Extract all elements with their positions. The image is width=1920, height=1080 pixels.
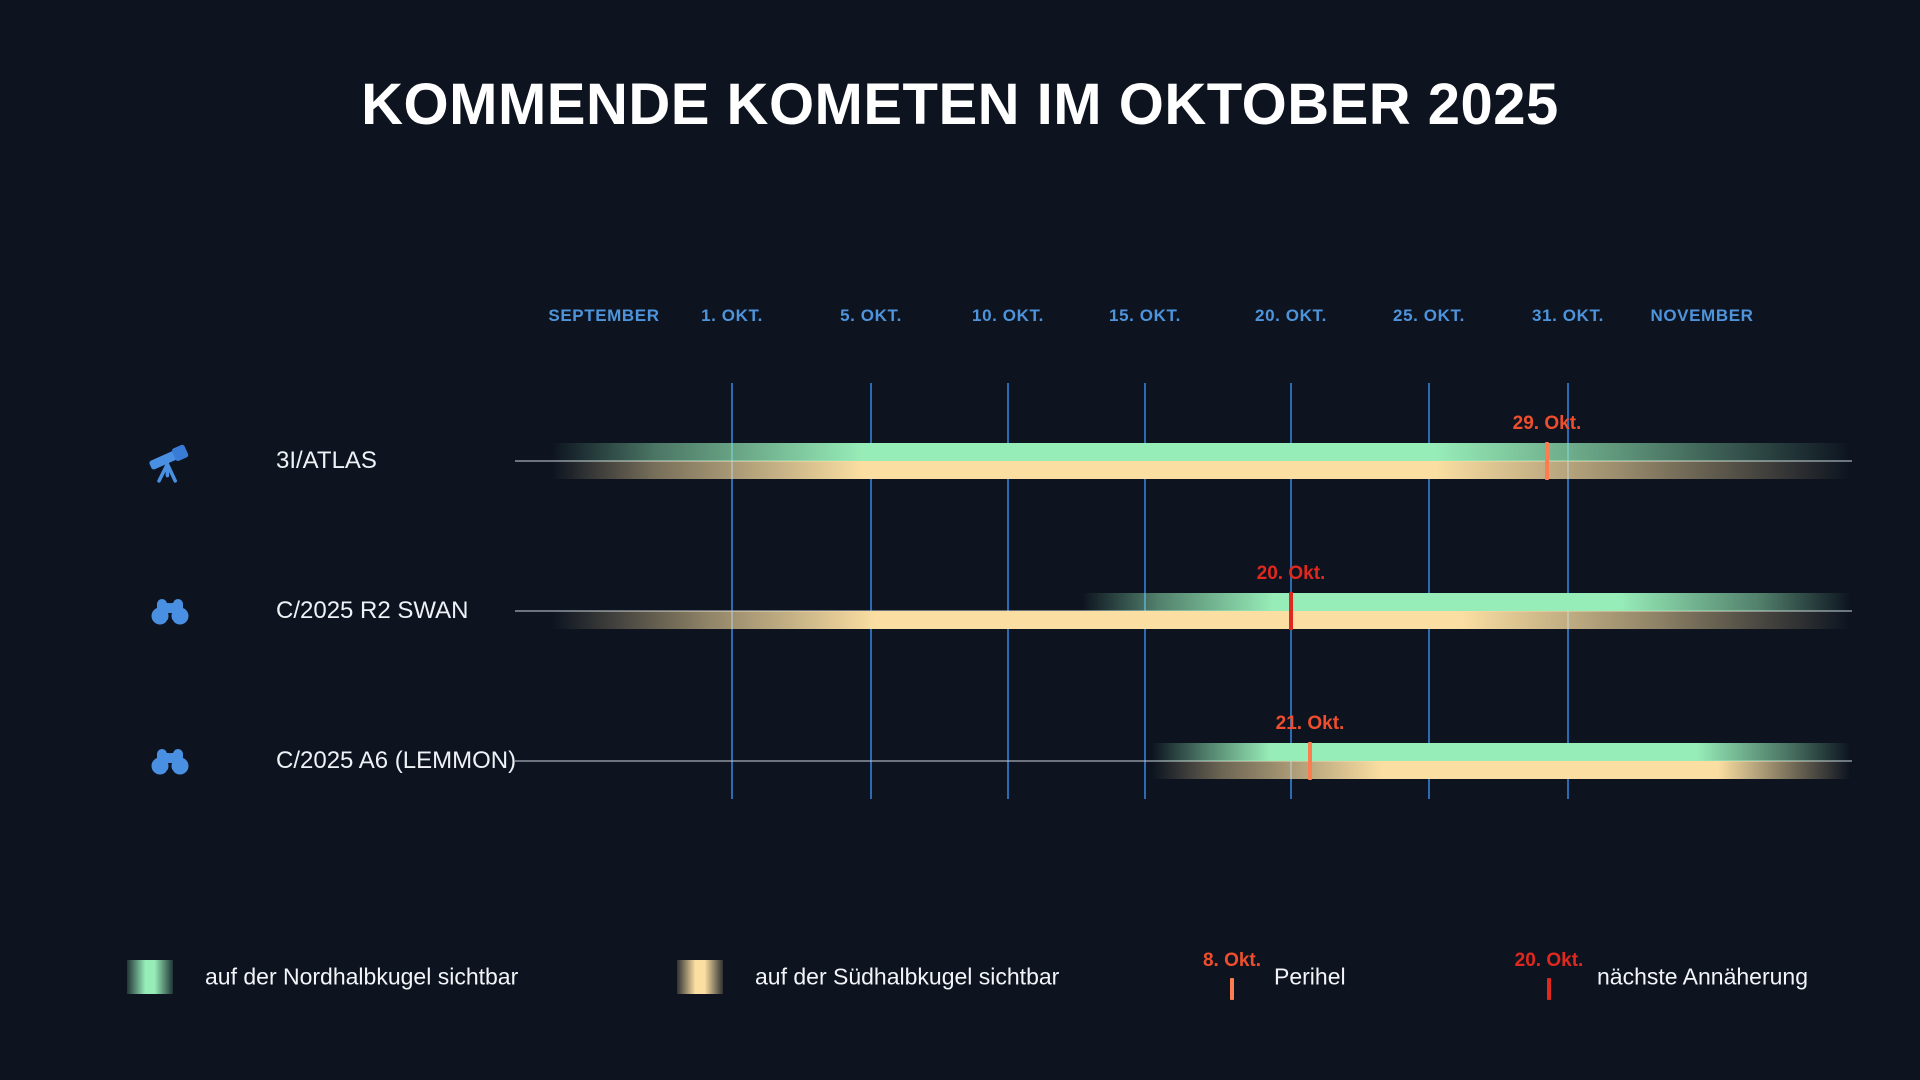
comet-name: 3I/ATLAS bbox=[276, 447, 377, 474]
visibility-bar-south bbox=[552, 611, 1850, 629]
gridline bbox=[731, 383, 733, 799]
approach-tick-icon bbox=[1547, 978, 1551, 1000]
visibility-bar-north bbox=[552, 443, 1850, 461]
comet-name: C/2025 A6 (LEMMON) bbox=[276, 747, 517, 774]
perihel-tick-icon bbox=[1230, 978, 1234, 1000]
axis-tick-label: 20. OKT. bbox=[1255, 306, 1327, 325]
binoculars-icon bbox=[151, 746, 189, 777]
visibility-bar-north bbox=[1152, 743, 1850, 761]
gridline bbox=[1290, 383, 1292, 799]
axis-tick-label: NOVEMBER bbox=[1650, 306, 1754, 325]
legend-label-north: auf der Nordhalbkugel sichtbar bbox=[205, 963, 519, 990]
perihel-date-label: 8. Okt. bbox=[1202, 950, 1262, 971]
binoculars-icon bbox=[151, 596, 189, 627]
event-marker-tick bbox=[1545, 442, 1549, 480]
axis-tick-label: 5. OKT. bbox=[840, 306, 902, 325]
legend-label-perihel: Perihel bbox=[1274, 963, 1346, 990]
axis-tick-label: SEPTEMBER bbox=[548, 306, 660, 325]
axis-tick-label: 25. OKT. bbox=[1393, 306, 1465, 325]
page-title: KOMMENDE KOMETEN IM OKTOBER 2025 bbox=[361, 72, 1559, 137]
axis-tick-label: 10. OKT. bbox=[972, 306, 1044, 325]
visibility-bar-south bbox=[1152, 761, 1850, 779]
approach-date-label: 20. Okt. bbox=[1514, 950, 1584, 971]
gridline bbox=[1567, 383, 1569, 799]
binoculars-icon-slot bbox=[150, 595, 190, 627]
north-hemisphere-swatch bbox=[127, 960, 173, 994]
legend-label-south: auf der Südhalbkugel sichtbar bbox=[755, 963, 1060, 990]
legend-label-approach: nächste Annäherung bbox=[1597, 963, 1809, 990]
event-marker-label: 21. Okt. bbox=[1275, 713, 1345, 734]
axis-tick-label: 31. OKT. bbox=[1532, 306, 1604, 325]
axis-tick-label: 15. OKT. bbox=[1109, 306, 1181, 325]
telescope-icon-slot bbox=[147, 438, 193, 484]
binoculars-icon-slot bbox=[150, 745, 190, 777]
comet-name: C/2025 R2 SWAN bbox=[276, 597, 469, 624]
axis-tick-label: 1. OKT. bbox=[701, 306, 763, 325]
visibility-bar-south bbox=[552, 461, 1850, 479]
event-marker-label: 20. Okt. bbox=[1256, 563, 1326, 584]
legend: auf der Nordhalbkugel sichtbar auf der S… bbox=[0, 946, 1920, 1016]
event-marker-label: 29. Okt. bbox=[1512, 413, 1582, 434]
gridline bbox=[1007, 383, 1009, 799]
gridline bbox=[1428, 383, 1430, 799]
gridline bbox=[1144, 383, 1146, 799]
event-marker-tick bbox=[1308, 742, 1312, 780]
telescope-icon bbox=[149, 444, 189, 483]
visibility-bar-north bbox=[1082, 593, 1850, 611]
event-marker-tick bbox=[1289, 592, 1293, 630]
south-hemisphere-swatch bbox=[677, 960, 723, 994]
gridline bbox=[870, 383, 872, 799]
